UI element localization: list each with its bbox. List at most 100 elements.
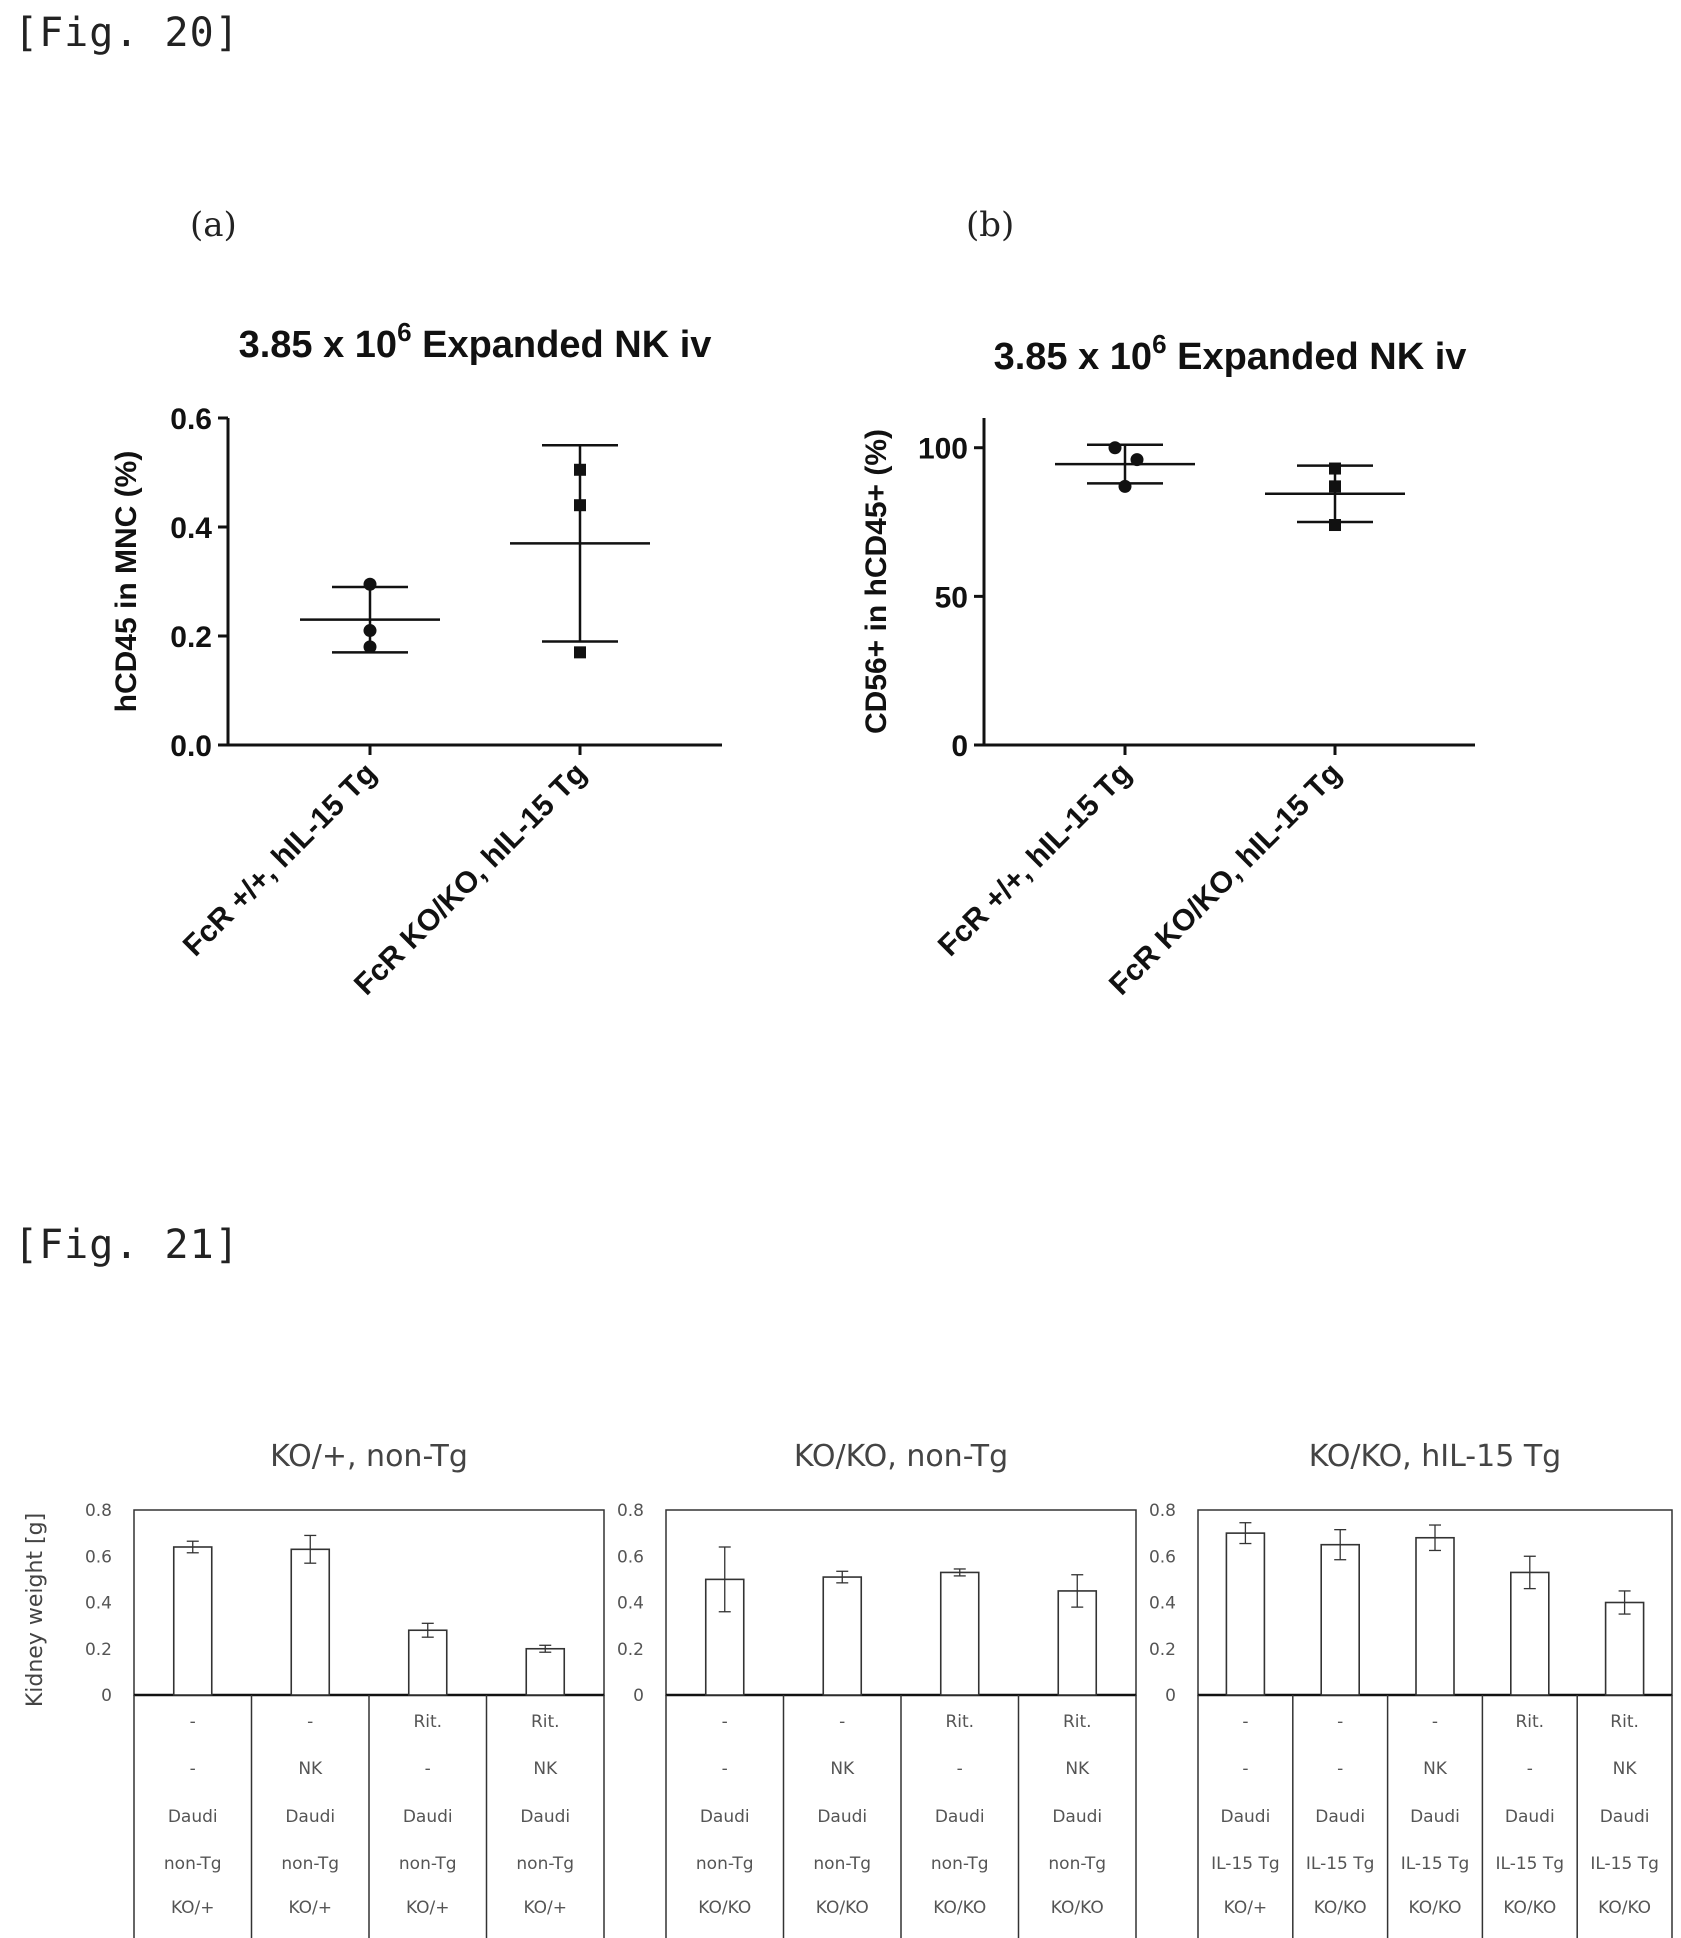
y-tick-label: 0.2 <box>617 1640 644 1660</box>
table-cell: Daudi <box>1600 1807 1650 1827</box>
data-point-circle <box>1130 453 1144 467</box>
table-cell: IL-15 Tg <box>1306 1854 1375 1874</box>
table-cell: KO/KO <box>1409 1898 1462 1918</box>
table-cell: KO/KO <box>698 1898 751 1918</box>
chart-a: 0.0 0.2 0.4 0.6 hCD45 in MNC (%) FcR +/+, hIL… <box>110 403 722 1002</box>
table-cell: - <box>1432 1712 1438 1732</box>
y-axis-label: CD56+ in hCD45+ (%) <box>860 429 893 734</box>
y-tick-label: 0.6 <box>1149 1547 1176 1567</box>
panel-b-letter: (b) <box>966 205 1015 245</box>
fig20-label: [Fig. 20] <box>14 10 240 56</box>
table-cell: - <box>1242 1759 1248 1779</box>
table-cell: KO/KO <box>1051 1898 1104 1918</box>
bar <box>822 1576 863 1696</box>
table-cell: Rit. <box>531 1712 560 1732</box>
table-cell: IL-15 Tg <box>1496 1854 1565 1874</box>
bar <box>1510 1571 1550 1696</box>
x-tick-label: FcR KO/KO, hIL-15 Tg <box>348 757 593 1002</box>
table-cell: KO/KO <box>1314 1898 1367 1918</box>
table-cell: Daudi <box>1052 1807 1102 1827</box>
table-cell: Rit. <box>413 1712 442 1732</box>
y-tick-label: 0.8 <box>617 1501 644 1521</box>
table-cell: - <box>1337 1759 1343 1779</box>
table-cell: non-Tg <box>399 1854 457 1874</box>
table-cell: Daudi <box>1505 1807 1555 1827</box>
table-cell: Rit. <box>1063 1712 1092 1732</box>
table-cell: non-Tg <box>1048 1854 1106 1874</box>
table-cell: KO/+ <box>523 1898 567 1918</box>
data-point-square <box>574 499 586 512</box>
table-cell: NK <box>298 1759 323 1779</box>
panel-a-title: 3.85 x 106 Expanded NK iv <box>239 317 712 366</box>
table-cell: - <box>722 1759 728 1779</box>
table-cell: Daudi <box>1221 1807 1271 1827</box>
table-cell: Daudi <box>817 1807 867 1827</box>
table-cell: Daudi <box>700 1807 750 1827</box>
table-cell: KO/KO <box>816 1898 869 1918</box>
fig21-y-axis-label: Kidney weight [g] <box>23 1513 48 1707</box>
y-tick-label: 0 <box>1165 1686 1176 1706</box>
table-cell: Daudi <box>520 1807 570 1827</box>
y-tick-label: 0.4 <box>617 1594 644 1614</box>
table-cell: KO/+ <box>171 1898 215 1918</box>
bar <box>172 1546 213 1696</box>
data-point-circle <box>363 577 377 591</box>
table-cell: - <box>425 1759 431 1779</box>
y-tick-label: 0.4 <box>85 1594 112 1614</box>
table-cell: - <box>190 1759 196 1779</box>
bar <box>290 1548 331 1696</box>
y-axis-label: hCD45 in MNC (%) <box>110 451 143 713</box>
table-cell: non-Tg <box>281 1854 339 1874</box>
table-cell: KO/+ <box>406 1898 450 1918</box>
table-cell: non-Tg <box>931 1854 989 1874</box>
table-cell: NK <box>1065 1759 1090 1779</box>
bar <box>1604 1601 1645 1696</box>
y-tick-label: 0.8 <box>1149 1501 1176 1521</box>
data-point-square <box>1329 519 1341 532</box>
y-tick-label: 0 <box>633 1686 644 1706</box>
table-cell: Rit. <box>1610 1712 1639 1732</box>
table-cell: KO/KO <box>1598 1898 1651 1918</box>
table-cell: Daudi <box>1410 1807 1460 1827</box>
x-tick-label: FcR +/+, hIL-15 Tg <box>177 757 383 963</box>
data-point-square <box>574 463 586 476</box>
x-tick-label: FcR +/+, hIL-15 Tg <box>932 757 1138 963</box>
bar <box>1225 1532 1266 1696</box>
table-cell: Daudi <box>403 1807 453 1827</box>
table-cell: non-Tg <box>164 1854 222 1874</box>
chart-fig21: Kidney weight [g] KO/+, non-Tg 0 0.2 0.4 0.6 0… <box>23 1439 1673 1938</box>
table-cell: IL-15 Tg <box>1401 1854 1470 1874</box>
bar <box>407 1629 448 1696</box>
table-cell: Daudi <box>285 1807 335 1827</box>
y-tick-label: 50 <box>935 581 968 614</box>
panel-a-letter: (a) <box>190 205 237 245</box>
table-cell: - <box>1242 1712 1248 1732</box>
table-cell: NK <box>830 1759 855 1779</box>
data-point-circle <box>363 640 377 654</box>
table-cell: - <box>307 1712 313 1732</box>
table-cell: IL-15 Tg <box>1590 1854 1659 1874</box>
y-tick-label: 0 <box>101 1686 112 1706</box>
y-tick-label: 0.2 <box>170 621 212 654</box>
data-point-square <box>1329 462 1341 475</box>
chart-b: 0 50 100 CD56+ in hCD45+ (%) FcR +/+, hIL-15… <box>860 418 1475 1002</box>
fig21-panel-title: KO/+, non-Tg <box>270 1439 468 1474</box>
table-cell: KO/+ <box>1224 1898 1268 1918</box>
y-tick-label: 0.2 <box>85 1640 112 1660</box>
bar <box>1057 1590 1098 1696</box>
table-cell: NK <box>1613 1759 1638 1779</box>
table-cell: - <box>839 1712 845 1732</box>
table-cell: Daudi <box>1315 1807 1365 1827</box>
table-cell: NK <box>1423 1759 1448 1779</box>
fig21-panel-title: KO/KO, hIL-15 Tg <box>1309 1439 1561 1474</box>
fig21-panel-title: KO/KO, non-Tg <box>794 1439 1008 1474</box>
table-cell: Rit. <box>1515 1712 1544 1732</box>
table-cell: non-Tg <box>696 1854 754 1874</box>
y-tick-label: 0.4 <box>170 512 212 545</box>
y-tick-label: 0 <box>951 730 968 763</box>
table-cell: - <box>1527 1759 1533 1779</box>
data-point-circle <box>1118 479 1132 493</box>
data-point-square <box>574 646 586 659</box>
bar <box>1320 1543 1360 1696</box>
